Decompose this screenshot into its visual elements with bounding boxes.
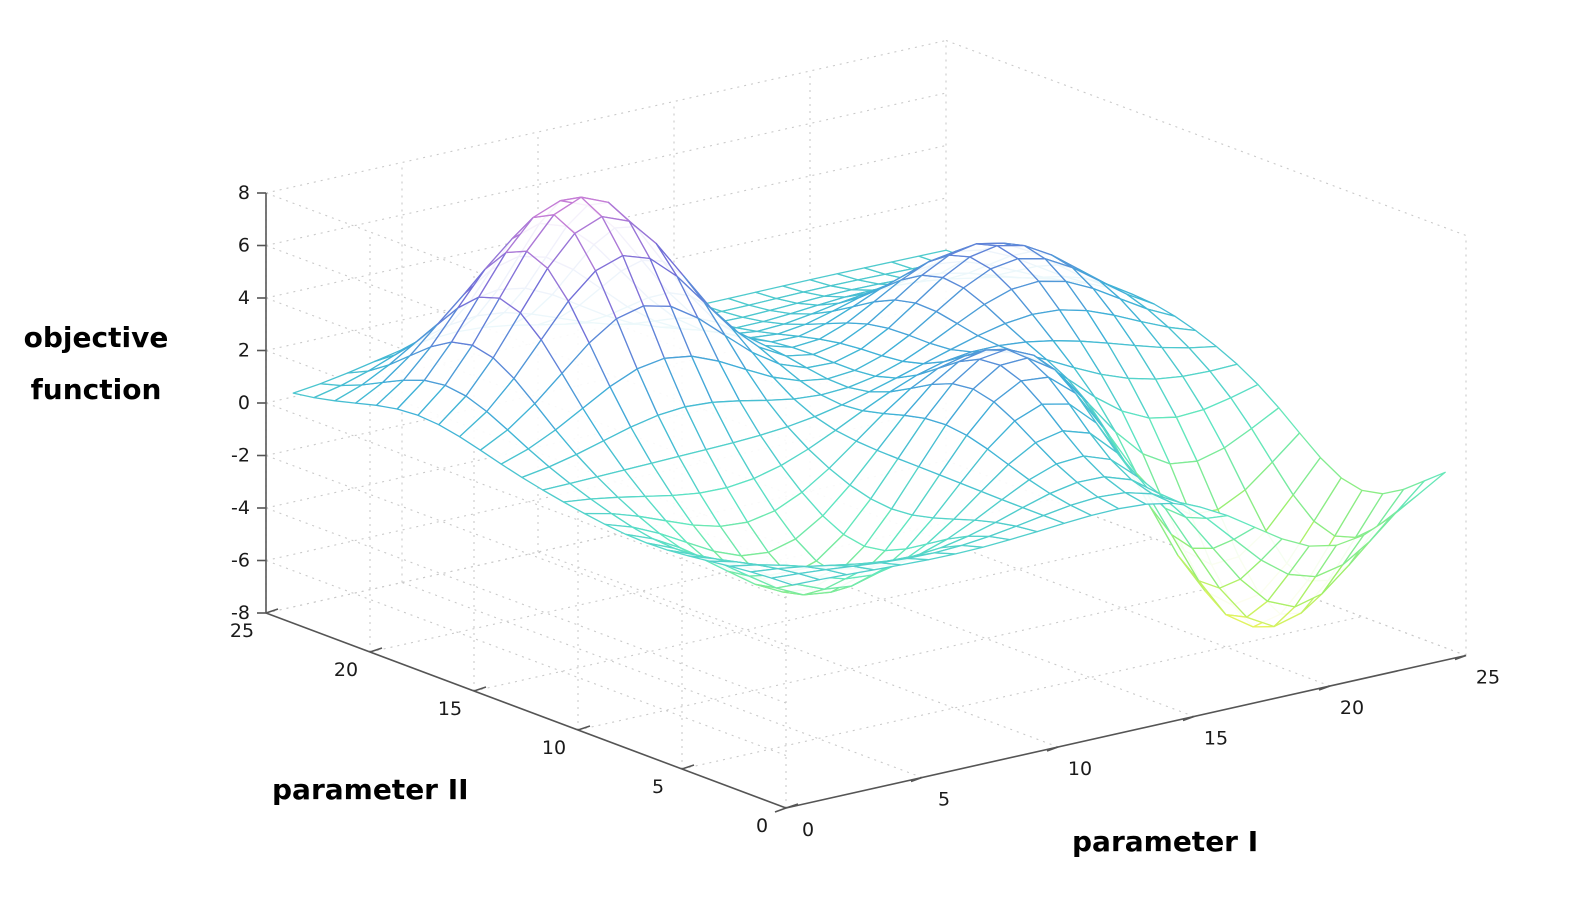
sidewall-gridline [265, 454, 787, 652]
backwall-gridline [265, 39, 947, 194]
surface-mesh [292, 196, 1446, 628]
y-tick-label: 20 [334, 659, 358, 681]
x-tick-mark [774, 807, 787, 813]
floor-gridline [577, 576, 1259, 731]
sidewall-gridline [265, 559, 787, 757]
z-tick-label: -4 [231, 497, 250, 519]
x-tick-label: 15 [1204, 728, 1228, 750]
y-tick-mark [577, 725, 591, 731]
axes [257, 192, 1467, 813]
z-tick-label: 0 [238, 392, 250, 414]
x-tick-mark [910, 776, 923, 783]
floor-gridline [537, 551, 1059, 748]
sidewall-gridline [265, 507, 787, 704]
z-tick-label: -6 [231, 550, 250, 572]
z-tick-label: -8 [231, 602, 250, 624]
floor-gridline [401, 581, 923, 779]
y-tick-mark [473, 686, 487, 692]
mesh-cell [1396, 471, 1446, 512]
x-tick-mark [1454, 654, 1467, 661]
y-axis-label: parameter II [272, 773, 469, 806]
sidewall-gridline [265, 402, 787, 599]
x-axis-label: parameter I [1072, 825, 1259, 858]
x-tick-label: 20 [1340, 697, 1364, 719]
x-tick-label: 10 [1068, 758, 1092, 780]
y-tick-mark [369, 647, 383, 653]
x-tick-mark [1046, 746, 1059, 752]
z-tick-label: 8 [238, 182, 250, 204]
z-tick-label: -2 [231, 445, 250, 467]
x-tick-mark [1182, 715, 1195, 722]
y-tick-label: 25 [230, 620, 254, 642]
y-tick-label: 0 [756, 815, 768, 837]
z-tick-label: 6 [238, 235, 250, 257]
y-tick-label: 10 [542, 737, 566, 759]
floor-gridline [681, 615, 1363, 770]
x-tick-label: 25 [1476, 667, 1500, 689]
x-tick-label: 0 [802, 819, 814, 841]
x-axis-line [785, 654, 1467, 809]
z-tick-label: 2 [238, 340, 250, 362]
x-tick-label: 5 [938, 789, 950, 811]
y-tick-mark [265, 608, 279, 614]
z-axis-label: objective function [23, 321, 169, 406]
y-tick-label: 5 [652, 776, 664, 798]
x-tick-mark [1318, 685, 1331, 691]
box-edge [945, 39, 1467, 237]
z-tick-label: 4 [238, 287, 250, 309]
y-axis-line [265, 612, 787, 809]
y-tick-label: 15 [438, 698, 462, 720]
y-tick-mark [681, 764, 695, 770]
y-tick-mark [785, 803, 799, 809]
